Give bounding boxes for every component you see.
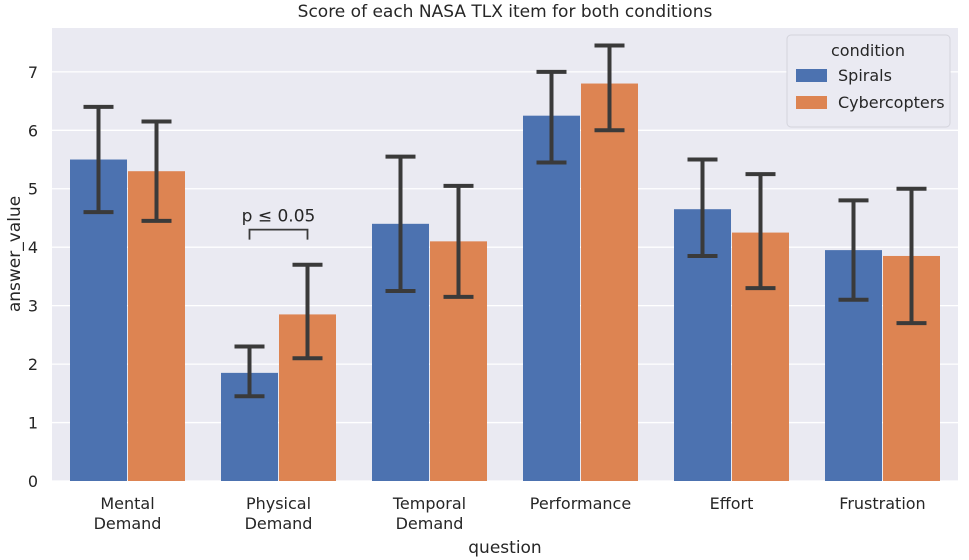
significance-label: p ≤ 0.05	[242, 207, 316, 227]
y-axis-label: answer_value	[5, 196, 25, 312]
legend-label-cybercopters: Cybercopters	[838, 93, 945, 112]
annotations: p ≤ 0.05	[242, 207, 316, 240]
grid-lines	[52, 71, 958, 482]
legend-swatch-spirals	[796, 69, 827, 82]
x-tick-label: Mental Demand	[94, 494, 162, 533]
significance-bracket	[248, 228, 309, 240]
bars	[70, 83, 940, 482]
y-tick-label: 3	[28, 297, 38, 316]
x-tick-label: Temporal Demand	[392, 494, 466, 533]
y-axis-ticks: 0 1 2 3 4 5 6 7	[28, 63, 38, 491]
x-tick-label: Frustration	[839, 494, 925, 513]
y-tick-label: 4	[28, 238, 38, 257]
y-tick-label: 0	[28, 472, 38, 491]
x-axis-ticks: Mental Demand Physical Demand Temporal Demand…	[94, 494, 926, 533]
y-tick-label: 5	[28, 180, 38, 199]
chart-title: Score of each NASA TLX item for both con…	[298, 2, 713, 22]
y-tick-label: 1	[28, 414, 38, 433]
x-tick-label: Effort	[710, 494, 754, 513]
legend-box	[786, 34, 951, 128]
error-bars	[83, 43, 927, 399]
bar-spirals-3	[523, 115, 580, 481]
legend-label-spirals: Spirals	[838, 66, 892, 85]
x-tick-label: Physical Demand	[245, 494, 313, 533]
x-tick-label: Performance	[530, 494, 631, 513]
legend-swatch-cybercopters	[796, 96, 827, 109]
y-tick-label: 7	[28, 63, 38, 82]
x-axis-label: question	[468, 538, 541, 558]
legend: condition Spirals Cybercopters	[786, 34, 951, 128]
y-tick-label: 2	[28, 355, 38, 374]
bar-cybercopters-3	[581, 83, 638, 482]
legend-title: condition	[831, 41, 905, 60]
y-tick-label: 6	[28, 121, 38, 140]
